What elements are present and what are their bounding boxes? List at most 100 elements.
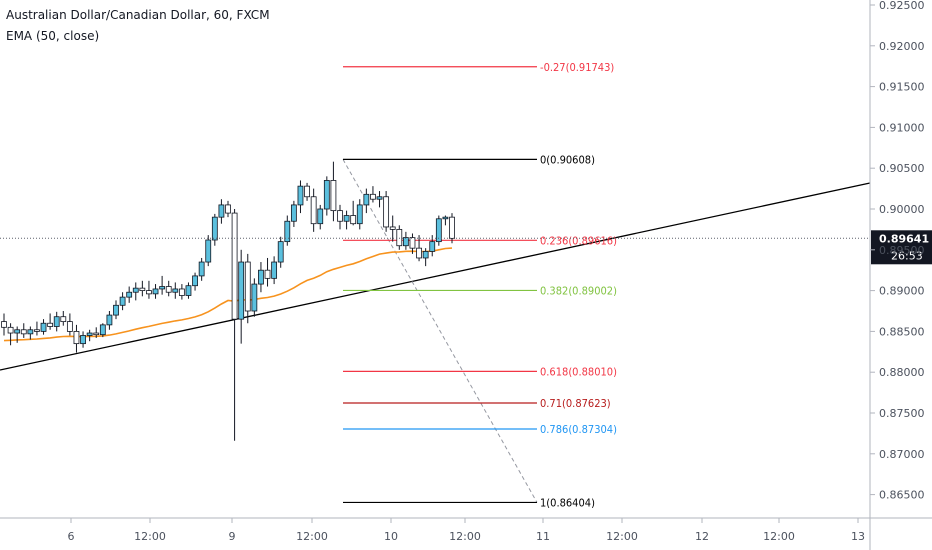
- candle-body: [277, 241, 284, 263]
- candle-body: [317, 208, 324, 225]
- candle-body: [53, 316, 60, 327]
- candle-body: [238, 261, 245, 320]
- candle-body: [323, 180, 330, 210]
- y-tick-label: 0.91500: [879, 81, 925, 94]
- candle-body: [80, 335, 86, 345]
- fib-level-label: 0.382(0.89002): [540, 284, 617, 297]
- candle-body: [310, 196, 317, 225]
- x-tick-label: 12:00: [296, 530, 328, 543]
- candle-body: [132, 287, 139, 293]
- x-tick-label: 12:00: [763, 530, 795, 543]
- candle-body: [152, 288, 159, 295]
- ema-legend-text: EMA (50, close): [6, 29, 100, 43]
- y-tick-label: 0.92500: [879, 0, 925, 12]
- candle-body: [165, 286, 172, 293]
- candle-body: [27, 329, 34, 335]
- candle-body: [60, 316, 67, 323]
- ema-legend: EMA (50, close): [6, 29, 99, 43]
- candle-body: [389, 226, 396, 230]
- candle-body: [126, 291, 133, 298]
- candle-body: [422, 251, 429, 259]
- candle-body: [290, 204, 297, 222]
- candle-body: [172, 288, 179, 293]
- fib-level-label: 0.236(0.89616): [540, 234, 617, 247]
- candle-body: [356, 204, 363, 225]
- candle-body: [113, 304, 119, 316]
- candle-body: [66, 321, 73, 332]
- candle-body: [396, 228, 403, 247]
- candle-body: [34, 329, 40, 332]
- candle-body: [73, 330, 80, 345]
- fib-level-label: 1(0.86404): [540, 496, 595, 509]
- candle-body: [442, 216, 449, 220]
- candle-body: [271, 261, 278, 279]
- candle-body: [86, 332, 93, 336]
- x-tick-label: 6: [68, 530, 75, 543]
- candle-body: [304, 185, 310, 198]
- y-tick-label: 0.88500: [879, 325, 925, 338]
- candle-body: [40, 322, 47, 332]
- x-tick-label: 11: [536, 530, 550, 543]
- y-tick-label: 0.89000: [879, 285, 925, 298]
- fib-level-label: -0.27(0.91743): [540, 61, 614, 74]
- candle-body: [284, 220, 291, 243]
- candle-body: [258, 269, 264, 285]
- y-tick-label: 0.87000: [879, 448, 925, 461]
- candle-body: [146, 290, 152, 295]
- candle-body: [178, 288, 185, 296]
- candle-body: [198, 261, 205, 277]
- y-tick-label: 0.87500: [879, 407, 925, 420]
- y-tick-label: 0.89500: [879, 244, 925, 257]
- candle-body: [159, 286, 166, 290]
- candle-body: [225, 204, 231, 214]
- fib-trend-line[interactable]: [342, 159, 538, 503]
- candle-body: [251, 283, 258, 312]
- y-tick-label: 0.88000: [879, 366, 925, 379]
- last-price-line: 0.89641 26:53: [0, 230, 932, 265]
- candle-body: [449, 216, 455, 239]
- candle-body: [185, 285, 192, 296]
- candle-body: [264, 269, 271, 279]
- candle-body: [192, 275, 198, 287]
- candle-body: [435, 218, 442, 243]
- candle-body: [218, 204, 225, 218]
- price-tag: [871, 230, 932, 265]
- candle-body: [337, 210, 343, 222]
- candle-body: [416, 247, 422, 259]
- x-tick-label: 12:00: [606, 530, 638, 543]
- fib-level-label: 0.618(0.88010): [540, 365, 617, 378]
- candle-body: [119, 296, 126, 306]
- y-tick-label: 0.91000: [879, 121, 925, 134]
- y-tick-label: 0.92000: [879, 40, 925, 53]
- candle-body: [343, 215, 350, 222]
- x-tick-label: 13: [851, 530, 865, 543]
- trendline-segment[interactable]: [0, 182, 871, 371]
- trendline[interactable]: [0, 182, 871, 371]
- y-tick-label: 0.90500: [879, 162, 925, 175]
- candles: [1, 161, 455, 441]
- candle-body: [383, 196, 390, 228]
- candle-body: [205, 239, 212, 263]
- candle-body: [297, 185, 304, 206]
- candle-body: [93, 332, 100, 336]
- candle-body: [47, 322, 54, 327]
- y-tick-label: 0.90000: [879, 203, 925, 216]
- candle-body: [139, 287, 146, 292]
- candle-body: [231, 212, 238, 320]
- candle-body: [350, 215, 357, 225]
- candle-body: [14, 329, 21, 334]
- candle-body: [211, 216, 218, 241]
- symbol-title: Australian Dollar/Canadian Dollar, 60, F…: [6, 8, 270, 22]
- fib-level-label: 0.786(0.87304): [540, 423, 617, 436]
- candle-body: [1, 321, 7, 328]
- candle-body: [99, 324, 106, 336]
- candle-body: [7, 326, 14, 334]
- fib-retracement[interactable]: -0.27(0.91743) 0(0.90608) 0.236(0.89616) 0.…: [342, 61, 617, 510]
- y-tick-label: 0.86500: [879, 489, 925, 502]
- fib-level-label: 0.71(0.87623): [540, 397, 611, 410]
- candle-body: [376, 196, 383, 200]
- price-tag-countdown: 26:53: [891, 249, 923, 262]
- symbol-title-text: Australian Dollar/Canadian Dollar, 60, F…: [6, 8, 270, 22]
